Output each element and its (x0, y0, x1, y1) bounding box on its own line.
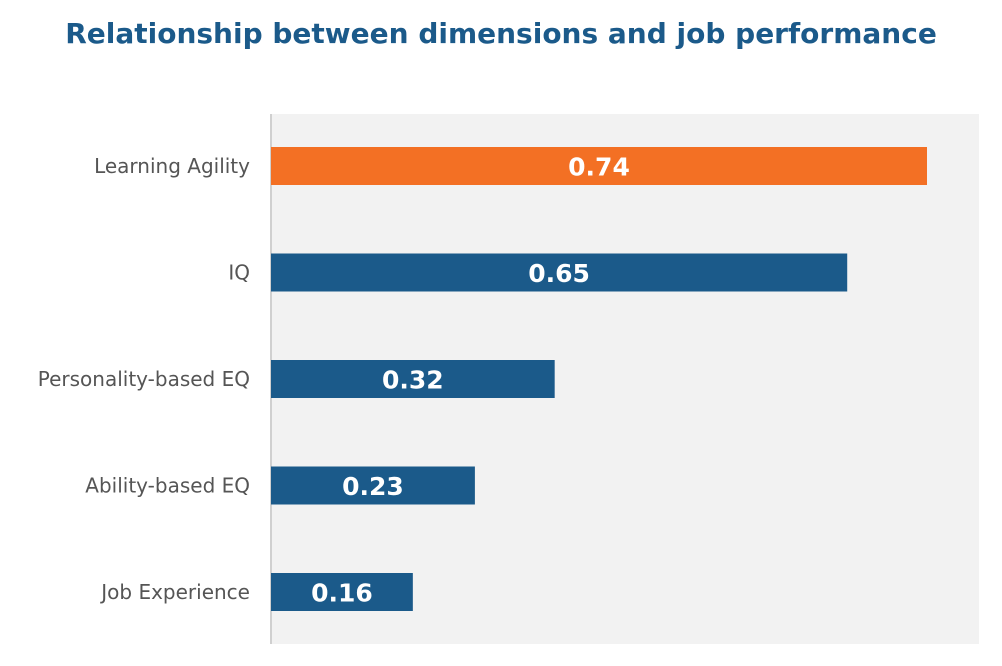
data-label: 0.65 (528, 259, 590, 288)
bars-group: Learning Agility 0.74 IQ 0.65 Personality-ba… (38, 147, 927, 611)
bar (271, 573, 413, 611)
bar (271, 253, 848, 292)
bar (271, 360, 555, 398)
category-label: Job Experience (99, 580, 250, 604)
chart-title: Relationship between dimensions and job … (65, 17, 937, 50)
category-label: Ability-based EQ (85, 474, 250, 498)
category-label: Personality-based EQ (38, 367, 250, 391)
data-label: 0.74 (568, 153, 630, 182)
bar (271, 147, 927, 185)
category-label: IQ (228, 261, 250, 285)
data-label: 0.23 (342, 472, 404, 501)
data-label: 0.16 (311, 579, 373, 608)
data-label: 0.32 (382, 366, 444, 395)
category-label: Learning Agility (94, 154, 250, 178)
bar (271, 466, 475, 505)
